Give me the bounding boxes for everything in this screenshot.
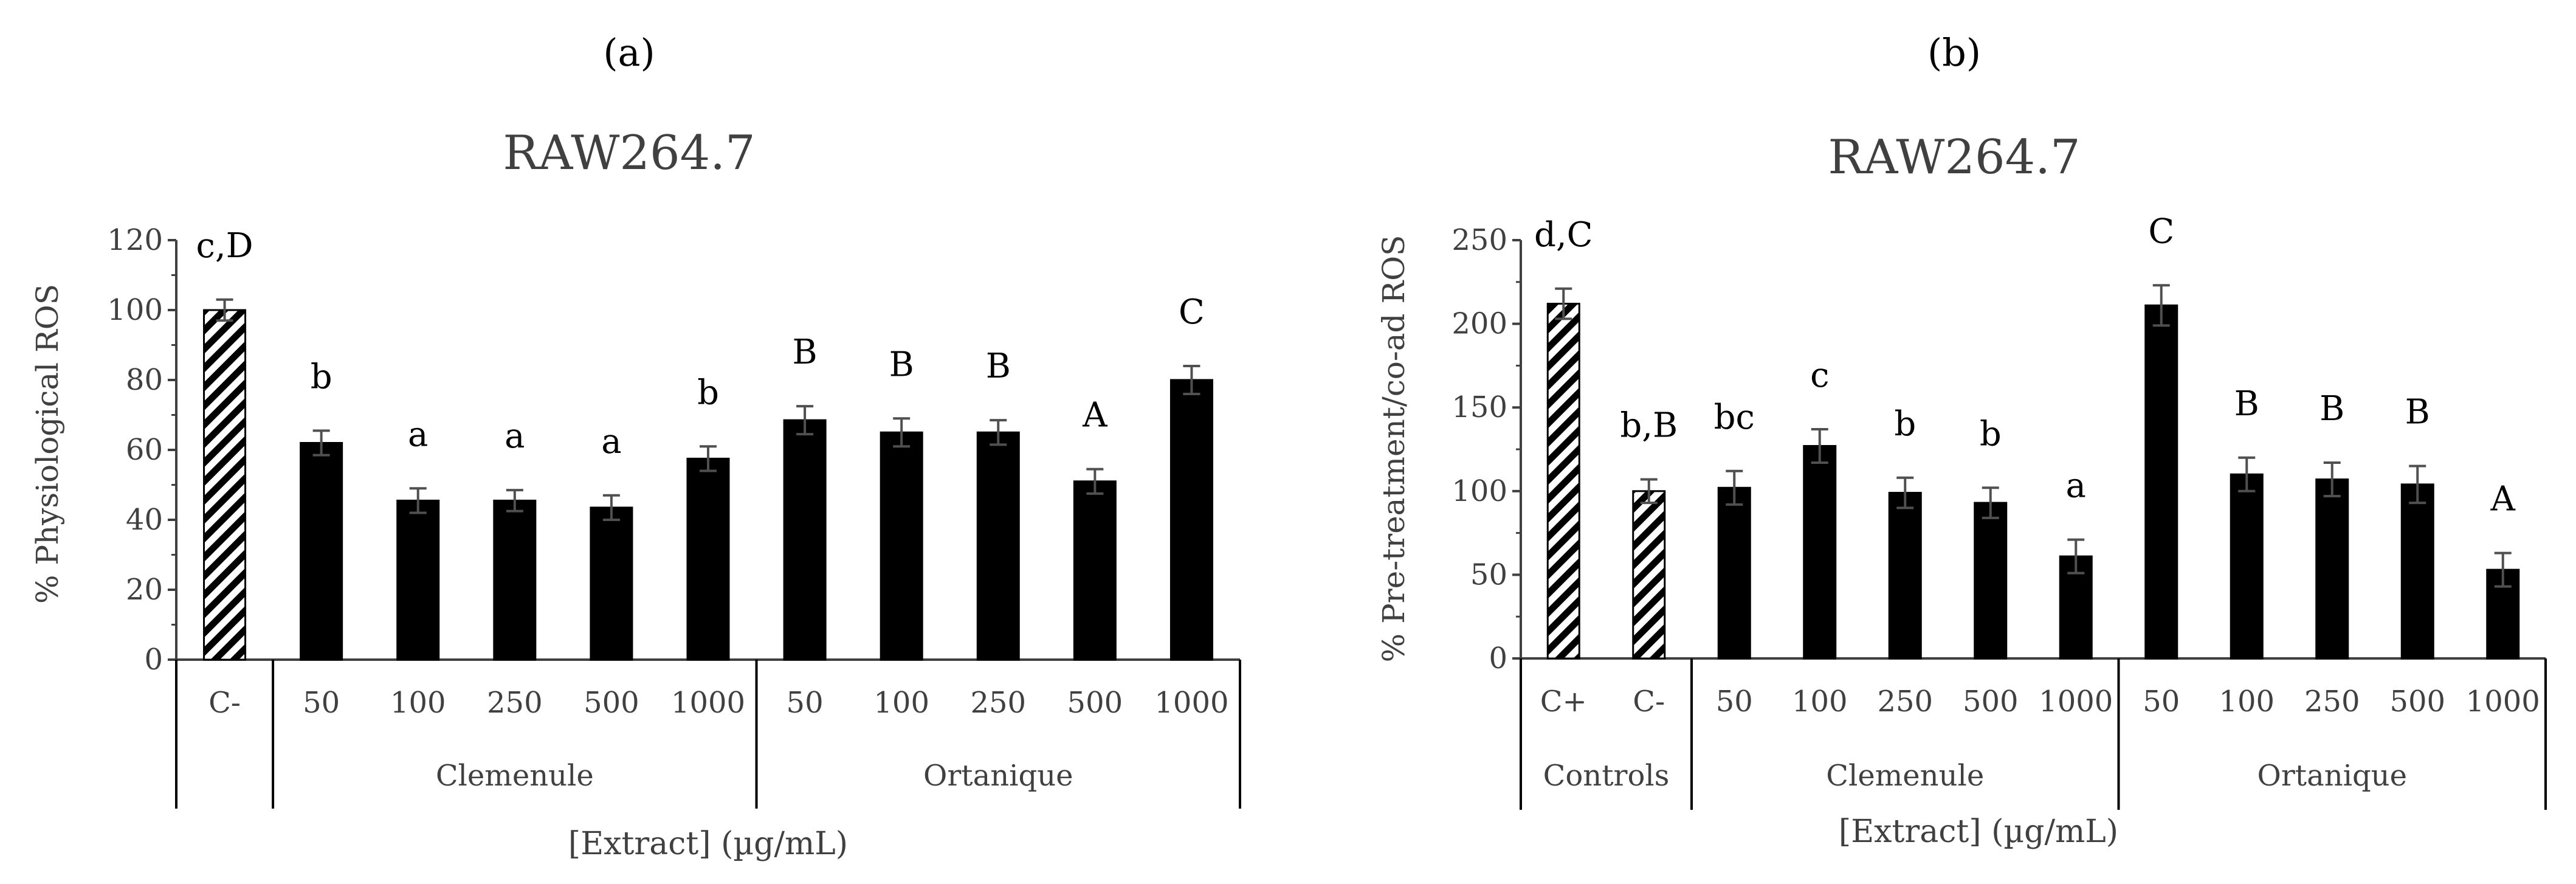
panel-b-category-label-3: 50 xyxy=(1716,685,1753,719)
panel-a-significance-label-5: a xyxy=(601,422,621,461)
panel-a-category-label-6: 1000 xyxy=(671,686,745,720)
panel-a-significance-label-1: c,D xyxy=(196,226,253,266)
panel-b-group-label-controls: Controls xyxy=(1543,759,1670,793)
panel-b-y-tick-label: 0 xyxy=(1489,641,1507,675)
panel-a-y-tick-label: 20 xyxy=(126,573,163,607)
panel-a-category-label-1: C- xyxy=(208,686,241,720)
panel-b-significance-label-2: b,B xyxy=(1620,406,1678,446)
panel-b-y-tick-label: 50 xyxy=(1470,558,1507,592)
panel-a-significance-label-6: b xyxy=(697,373,719,412)
panel-b-category-label-2: C- xyxy=(1633,685,1665,719)
panel-a-significance-label-2: b xyxy=(311,357,332,396)
panel-b-y-tick-label: 250 xyxy=(1452,223,1507,257)
panel-b-bar-11 xyxy=(2400,483,2434,660)
panel-a-y-tick-label: 80 xyxy=(126,363,163,397)
panel-b-category-label-1: C+ xyxy=(1540,685,1587,719)
panel-a-bar-9 xyxy=(976,431,1020,661)
panel-a-group-label-ortanique: Ortanique xyxy=(923,759,1073,793)
panel-a-category-label-3: 100 xyxy=(390,686,446,720)
panel-b-category-label-6: 500 xyxy=(1963,685,2019,719)
panel-b-category-label-7: 1000 xyxy=(2039,685,2113,719)
panel-a-y-tick-label: 100 xyxy=(107,293,163,327)
panel-b-significance-label-11: B xyxy=(2405,393,2430,432)
panel-b-bar-1 xyxy=(1546,303,1580,660)
panel-b-category-label-4: 100 xyxy=(1792,685,1848,719)
panel-a-y-tick-label: 40 xyxy=(126,503,163,537)
panel-b-significance-label-9: B xyxy=(2234,384,2259,424)
panel-b-bar-6 xyxy=(1974,502,2008,660)
panel-b-bar-3 xyxy=(1717,486,1751,660)
panel-a-bar-4 xyxy=(493,499,537,661)
panel-a-bar-1 xyxy=(203,309,247,661)
panel-b-significance-label-10: B xyxy=(2319,389,2344,429)
panel-a-bar-10 xyxy=(1073,480,1117,661)
panel-b-y-tick-label: 100 xyxy=(1452,474,1507,508)
panel-b-category-label-11: 500 xyxy=(2389,685,2445,719)
panel-a-category-label-10: 500 xyxy=(1067,686,1123,720)
panel-b-bar-9 xyxy=(2230,473,2264,660)
panel-b-significance-label-6: b xyxy=(1980,414,2002,454)
panel-a-category-label-9: 250 xyxy=(970,686,1026,720)
panel-a-significance-label-10: A xyxy=(1082,396,1107,435)
panel-a-bar-2 xyxy=(300,442,343,661)
panel-a-x-axis-label: [Extract] (µg/mL) xyxy=(568,826,848,862)
panel-b-significance-label-1: d,C xyxy=(1534,215,1593,255)
panel-a-significance-label-3: a xyxy=(408,415,428,454)
panel-a-y-tick-label: 60 xyxy=(126,433,163,467)
panel-a-bar-7 xyxy=(783,419,827,661)
panel-a-category-label-4: 250 xyxy=(487,686,543,720)
panel-a-category-label-7: 50 xyxy=(787,686,824,720)
panel-b-significance-label-7: a xyxy=(2066,466,2086,506)
panel-b-bar-5 xyxy=(1888,492,1922,660)
panel-b-bar-10 xyxy=(2315,478,2349,660)
panel-a-bar-11 xyxy=(1169,379,1213,661)
panel-b-significance-label-12: A xyxy=(2490,480,2516,519)
panel-b-y-tick-label: 200 xyxy=(1452,307,1507,341)
panel-b-significance-label-3: bc xyxy=(1714,398,1755,437)
panel-b-title: RAW264.7 xyxy=(1828,130,2080,185)
panel-a-significance-label-11: C xyxy=(1179,292,1205,332)
panel-b-significance-label-5: b xyxy=(1894,404,1916,444)
panel-a-category-label-8: 100 xyxy=(873,686,929,720)
panel-b-chart: 0 50 100 150 200 250 Controls Clemenule Ortaniqu… xyxy=(1452,212,2547,810)
panel-a-title: RAW264.7 xyxy=(503,126,755,181)
panel-a-significance-label-8: B xyxy=(889,345,914,384)
panel-b-bar-4 xyxy=(1803,444,1837,660)
panel-b-bar-2 xyxy=(1632,490,1666,660)
panel-a-significance-label-4: a xyxy=(505,416,525,456)
panel-a-bar-5 xyxy=(590,506,633,661)
panel-a-bar-3 xyxy=(396,499,440,661)
panel-b-group-label-clemenule: Clemenule xyxy=(1826,759,1984,793)
panel-b-significance-label-4: c xyxy=(1810,356,1829,395)
panel-a-y-tick-label: 120 xyxy=(107,223,163,257)
panel-a-group-label-clemenule: Clemenule xyxy=(436,759,594,793)
panel-a-significance-label-7: B xyxy=(793,333,818,372)
panel-b-category-label-10: 250 xyxy=(2304,685,2360,719)
panel-b-x-axis-label: [Extract] (µg/mL) xyxy=(1839,813,2118,850)
panel-a-label: (a) xyxy=(603,30,655,75)
panel-b-significance-label-8: C xyxy=(2148,212,2174,251)
panel-b-y-tick-label: 150 xyxy=(1452,390,1507,424)
panel-a-category-label-5: 500 xyxy=(584,686,639,720)
panel-b-bar-8 xyxy=(2144,304,2178,660)
panel-b-group-label-ortanique: Ortanique xyxy=(2257,759,2407,793)
panel-b-category-label-9: 100 xyxy=(2219,685,2275,719)
panel-b-label: (b) xyxy=(1927,30,1981,75)
panel-a-bar-8 xyxy=(880,431,923,661)
panel-a-y-axis-label: % Physiological ROS xyxy=(30,284,65,604)
panel-a-significance-label-9: B xyxy=(986,347,1011,386)
panel-a-chart: 0 20 40 60 80 100 120 Clemenule Ortanique c,D C-b 5… xyxy=(107,223,1241,809)
panel-b-category-label-8: 50 xyxy=(2143,685,2180,719)
panel-a-y-tick-label: 0 xyxy=(144,643,163,677)
panel-b-y-axis-label: % Pre-treatment/co-ad ROS xyxy=(1376,235,1411,663)
panel-a-bar-6 xyxy=(686,457,730,661)
panel-a-category-label-11: 1000 xyxy=(1154,686,1228,720)
panel-b-category-label-5: 250 xyxy=(1877,685,1933,719)
panel-b-category-label-12: 1000 xyxy=(2466,685,2540,719)
panel-a-category-label-2: 50 xyxy=(303,686,340,720)
